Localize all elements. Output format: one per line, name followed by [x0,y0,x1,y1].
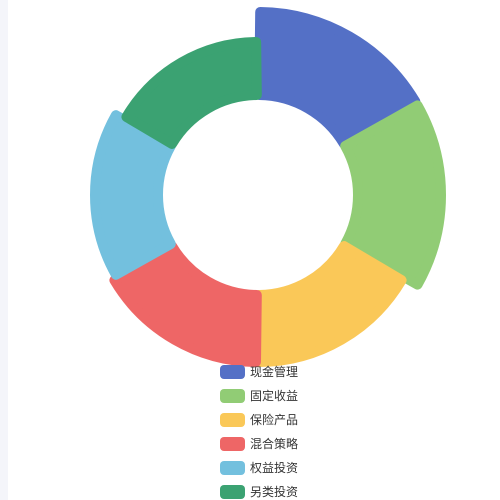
legend-item[interactable]: 另类投资 [220,480,298,500]
legend-item[interactable]: 权益投资 [220,456,298,480]
donut-slice-5[interactable] [90,110,176,280]
donut-slice-4[interactable] [109,241,262,367]
legend-swatch [220,437,245,451]
legend-item[interactable]: 现金管理 [220,360,298,384]
chart-legend: 现金管理 固定收益 保险产品 混合策略 权益投资 另类投资 [220,360,298,500]
legend-label: 混合策略 [250,437,299,451]
legend-item[interactable]: 保险产品 [220,408,298,432]
legend-swatch [220,485,245,499]
legend-item[interactable]: 固定收益 [220,384,298,408]
donut-slice-3[interactable] [254,241,407,367]
left-edge-strip [0,0,8,500]
legend-swatch [220,365,245,379]
donut-slice-2[interactable] [340,100,446,290]
legend-label: 固定收益 [250,389,299,403]
legend-item[interactable]: 混合策略 [220,432,298,456]
legend-swatch [220,461,245,475]
donut-chart [90,7,446,367]
legend-label: 保险产品 [250,413,299,427]
legend-swatch [220,389,245,403]
legend-swatch [220,413,245,427]
legend-label: 现金管理 [250,365,299,379]
legend-label: 权益投资 [250,461,299,475]
donut-slice-6[interactable] [121,37,262,149]
legend-label: 另类投资 [250,485,299,499]
